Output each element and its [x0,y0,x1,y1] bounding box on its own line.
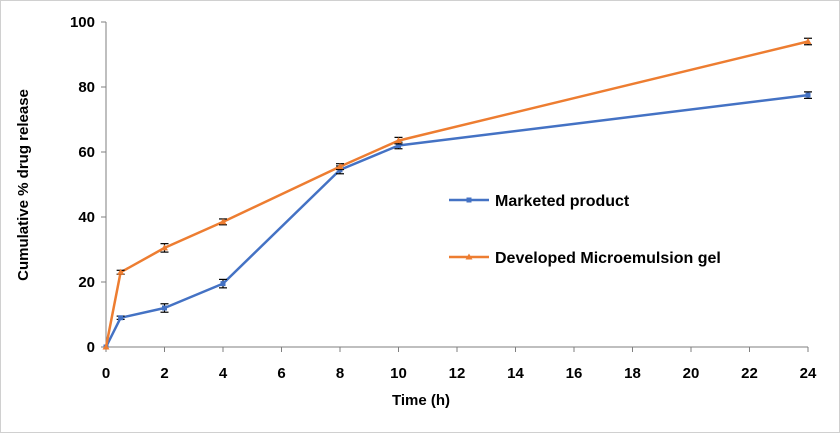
y-tick-label: 40 [78,209,95,226]
legend-marker [465,253,473,260]
data-point [219,218,227,225]
series-2 [102,37,812,350]
x-tick-label: 24 [800,365,817,382]
series-line [104,93,809,348]
x-tick-label: 18 [624,365,641,382]
data-point [220,281,226,287]
legend-item-2: Developed Microemulsion gel [449,250,721,267]
data-point [117,268,125,275]
y-tick-label: 80 [78,79,95,96]
series-line [104,40,809,348]
data-point [161,244,168,251]
data-point [805,92,811,98]
data-point [396,143,401,148]
data-point [118,315,124,321]
legend-item-1: Marketed product [449,193,630,210]
y-tick-label: 60 [78,144,95,161]
x-tick-label: 22 [741,365,758,382]
x-tick-label: 8 [336,365,344,382]
x-tick-label: 6 [277,365,285,382]
x-tick-label: 12 [449,365,466,382]
y-tick-label: 100 [70,14,95,31]
series-layer [102,37,812,350]
x-axis-title: Time (h) [392,392,450,409]
series-1 [103,91,812,350]
x-tick-label: 14 [507,365,524,382]
x-tick-label: 16 [566,365,583,382]
x-tick-label: 10 [390,365,407,382]
y-tick-label: 20 [78,274,95,291]
data-point [162,305,167,311]
legend-label: Developed Microemulsion gel [495,250,721,267]
legend-marker [466,197,472,203]
y-tick-label: 0 [87,339,95,356]
x-tick-label: 4 [219,365,228,382]
x-tick-label: 2 [160,365,168,382]
data-point [102,343,110,350]
data-point [395,137,402,144]
legend-label: Marketed product [495,193,630,210]
x-tick-label: 0 [102,365,110,382]
data-point [336,163,344,170]
x-tick-label: 20 [683,365,700,382]
legend: Marketed product Developed Microemulsion … [449,193,721,267]
y-axis-title: Cumulative % drug release [15,89,32,281]
data-point [804,38,812,44]
